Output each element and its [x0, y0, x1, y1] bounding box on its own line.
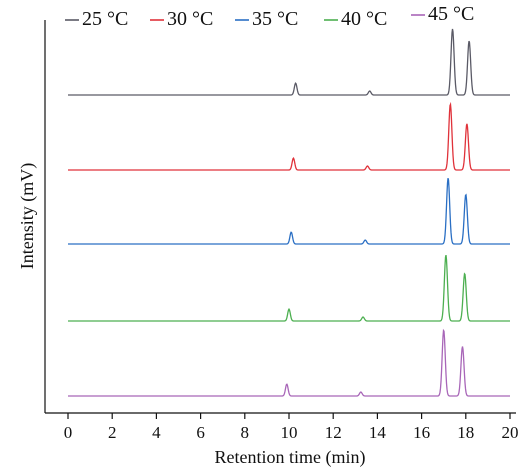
legend-label: 45 °C [428, 3, 474, 25]
legend-label: 35 °C [252, 8, 298, 30]
chart-traces [68, 28, 510, 397]
y-axis-label: Intensity (mV) [17, 163, 38, 269]
x-tick-label: 8 [241, 423, 250, 442]
x-tick-label: 14 [369, 423, 387, 442]
legend-label: 30 °C [167, 8, 213, 30]
x-tick-label: 16 [413, 423, 430, 442]
x-axis-ticks: 0 2 4 6 8 10 12 14 16 18 20 [64, 413, 519, 442]
x-tick-label: 2 [108, 423, 117, 442]
series-trace [68, 178, 510, 245]
series-trace [68, 254, 510, 322]
legend: 25 °C 30 °C 35 °C 40 °C 45 °C [65, 3, 474, 30]
series-trace [68, 101, 510, 171]
x-tick-label: 0 [64, 423, 73, 442]
legend-label: 25 °C [82, 8, 128, 30]
x-tick-label: 10 [281, 423, 298, 442]
series-trace [68, 28, 510, 96]
x-axis-label: Retention time (min) [215, 447, 366, 468]
series-trace [68, 328, 510, 397]
x-tick-label: 12 [325, 423, 342, 442]
x-tick-label: 4 [152, 423, 161, 442]
x-tick-label: 20 [502, 423, 519, 442]
legend-label: 40 °C [341, 8, 387, 30]
x-tick-label: 18 [457, 423, 474, 442]
x-tick-label: 6 [196, 423, 205, 442]
